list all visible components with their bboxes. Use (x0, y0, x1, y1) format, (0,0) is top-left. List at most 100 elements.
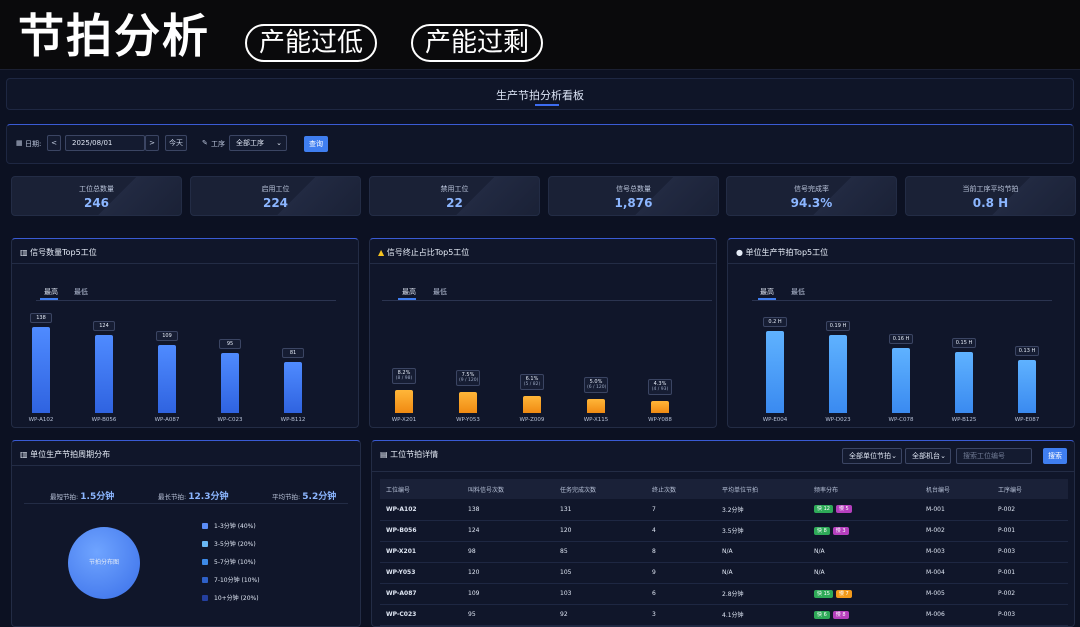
column-header[interactable]: 频率分布 (808, 479, 920, 499)
today-button[interactable]: 今天 (165, 135, 187, 151)
search-button[interactable]: 搜索 (1043, 448, 1067, 464)
query-button[interactable]: 查询 (304, 136, 328, 152)
chevron-down-icon: ⌄ (276, 139, 282, 147)
tab-lowest[interactable]: 最低 (791, 288, 805, 296)
table-row[interactable]: WP-A087 109 103 6 2.8分钟快 15 慢 7 M-005 P-002 (380, 583, 1068, 605)
station-id-cell: WP-X201 (380, 541, 462, 563)
column-header[interactable]: 任务完成次数 (554, 479, 646, 499)
bar-value-label: 8.2% (8 / 98) (392, 367, 416, 384)
bar-value-label: 0.2 H (763, 317, 787, 328)
x-axis-label: WP-X201 (391, 417, 417, 423)
chart-bar[interactable] (459, 391, 477, 413)
chart-bar[interactable] (892, 347, 910, 413)
stop-count-cell: 3 (646, 604, 716, 626)
chart-bar[interactable] (95, 335, 113, 413)
search-input[interactable]: 搜索工位编号 (956, 448, 1032, 464)
station-id-cell: WP-C023 (380, 604, 462, 626)
process-select[interactable]: 全部工序 ⌄ (229, 135, 287, 151)
tab-highest[interactable]: 最高 (402, 288, 416, 296)
avg-rhythm-cell: N/A (716, 541, 808, 563)
chart-panel-signal-count: ▥ 信号数量Top5工位 最高 最低 138 WP-A102 124 WP-B056 1… (11, 238, 359, 428)
filter-bar: ▦ 日期: < 2025/08/01 > 今天 ✎ 工序 全部工序 ⌄ 查询 (6, 124, 1074, 164)
chart-icon: ▥ (20, 248, 28, 257)
bar-value-label: 95 (219, 339, 241, 350)
date-input[interactable]: 2025/08/01 (65, 135, 145, 151)
banner-pill-low: 产能过低 (245, 24, 378, 62)
call-count-cell: 120 (462, 562, 554, 584)
bar-value-label: 6.1% (5 / 82) (520, 373, 544, 390)
legend-item: 5-7分钟 (10%) (202, 557, 256, 566)
process-id-cell: P-001 (992, 562, 1068, 584)
avg-rhythm-cell: 2.8分钟 (716, 583, 808, 605)
call-count-cell: 109 (462, 583, 554, 605)
bar-value-label: 7.5% (9 / 120) (456, 369, 480, 386)
legend-swatch (202, 541, 208, 547)
legend-item: 7-10分钟 (10%) (202, 575, 260, 584)
banner-pill-high: 产能过剩 (411, 24, 544, 62)
machine-filter-select[interactable]: 全部机台 ⌄ (905, 448, 951, 464)
call-count-cell: 95 (462, 604, 554, 626)
next-day-button[interactable]: > (145, 135, 159, 151)
x-axis-label: WP-X115 (583, 417, 609, 423)
machine-id-cell: M-002 (920, 520, 992, 542)
x-axis-label: WP-B056 (91, 417, 117, 423)
bar-value-label: 0.15 H (952, 337, 976, 348)
chart-bar[interactable] (158, 344, 176, 413)
column-header[interactable]: 机台编号 (920, 479, 992, 499)
stop-count-cell: 4 (646, 520, 716, 542)
chart-bar[interactable] (766, 331, 784, 413)
date-label: 日期: (25, 140, 42, 148)
kpi-avg-rhythm: 当前工序平均节拍 0.8 H (905, 176, 1076, 216)
process-label: 工序 (211, 140, 225, 148)
process-id-cell: P-002 (992, 583, 1068, 605)
process-id-cell: P-003 (992, 541, 1068, 563)
chart-bar[interactable] (395, 389, 413, 413)
chart-bar[interactable] (955, 351, 973, 413)
legend-item: 1-3分钟 (40%) (202, 521, 256, 530)
pie-icon: ● (736, 248, 743, 257)
column-header[interactable]: 工序编号 (992, 479, 1068, 499)
chart-bar[interactable] (1018, 359, 1036, 413)
prev-day-button[interactable]: < (47, 135, 61, 151)
bar-value-label: 0.19 H (826, 321, 850, 332)
rhythm-filter-select[interactable]: 全部单位节拍 ⌄ (842, 448, 902, 464)
tab-highest[interactable]: 最高 (44, 288, 58, 296)
panel-title: 单位生产节拍Top5工位 (745, 248, 829, 257)
tab-highest[interactable]: 最高 (760, 288, 774, 296)
chart-bar[interactable] (523, 395, 541, 413)
column-header[interactable]: 叫料信号次数 (462, 479, 554, 499)
chart-bar[interactable] (32, 326, 50, 413)
chart-bar[interactable] (587, 398, 605, 413)
panel-title: 信号终止占比Top5工位 (386, 248, 470, 257)
bar-value-label: 109 (156, 330, 178, 341)
table-row[interactable]: WP-X201 98 85 8 N/A N/A M-003 P-003 (380, 541, 1068, 563)
tab-lowest[interactable]: 最低 (74, 288, 88, 296)
frequency-cell: N/A (808, 562, 920, 584)
call-count-cell: 124 (462, 520, 554, 542)
table-row[interactable]: WP-A102 138 131 7 3.2分钟快 12 慢 5 M-001 P-002 (380, 499, 1068, 521)
tab-lowest[interactable]: 最低 (433, 288, 447, 296)
bar-value-label: 124 (93, 321, 115, 332)
frequency-tag: 慢 8 (832, 610, 849, 619)
chart-bar[interactable] (651, 400, 669, 413)
legend-swatch (202, 595, 208, 601)
panel-title: 单位生产节拍周期分布 (30, 450, 111, 459)
rhythm-distribution-panel: ▥ 单位生产节拍周期分布 最短节拍: 1.5分钟 最长节拍: 12.3分钟 平均… (11, 440, 361, 627)
min-rhythm-stat: 最短节拍: 1.5分钟 (50, 492, 115, 502)
chevron-down-icon: ⌄ (891, 452, 897, 460)
table-row[interactable]: WP-Y053 120 105 9 N/A N/A M-004 P-001 (380, 562, 1068, 584)
column-header[interactable]: 工位编号 (380, 479, 462, 499)
chart-bar[interactable] (284, 362, 302, 413)
x-axis-label: WP-Z009 (519, 417, 545, 423)
column-header[interactable]: 终止次数 (646, 479, 716, 499)
chart-bar[interactable] (829, 335, 847, 413)
frequency-cell: N/A (808, 541, 920, 563)
frequency-cell: 快 15 慢 7 (808, 583, 920, 605)
max-rhythm-stat: 最长节拍: 12.3分钟 (158, 492, 229, 502)
process-id-cell: P-002 (992, 499, 1068, 521)
chart-bar[interactable] (221, 353, 239, 413)
legend-swatch (202, 523, 208, 529)
column-header[interactable]: 平均单位节拍 (716, 479, 808, 499)
